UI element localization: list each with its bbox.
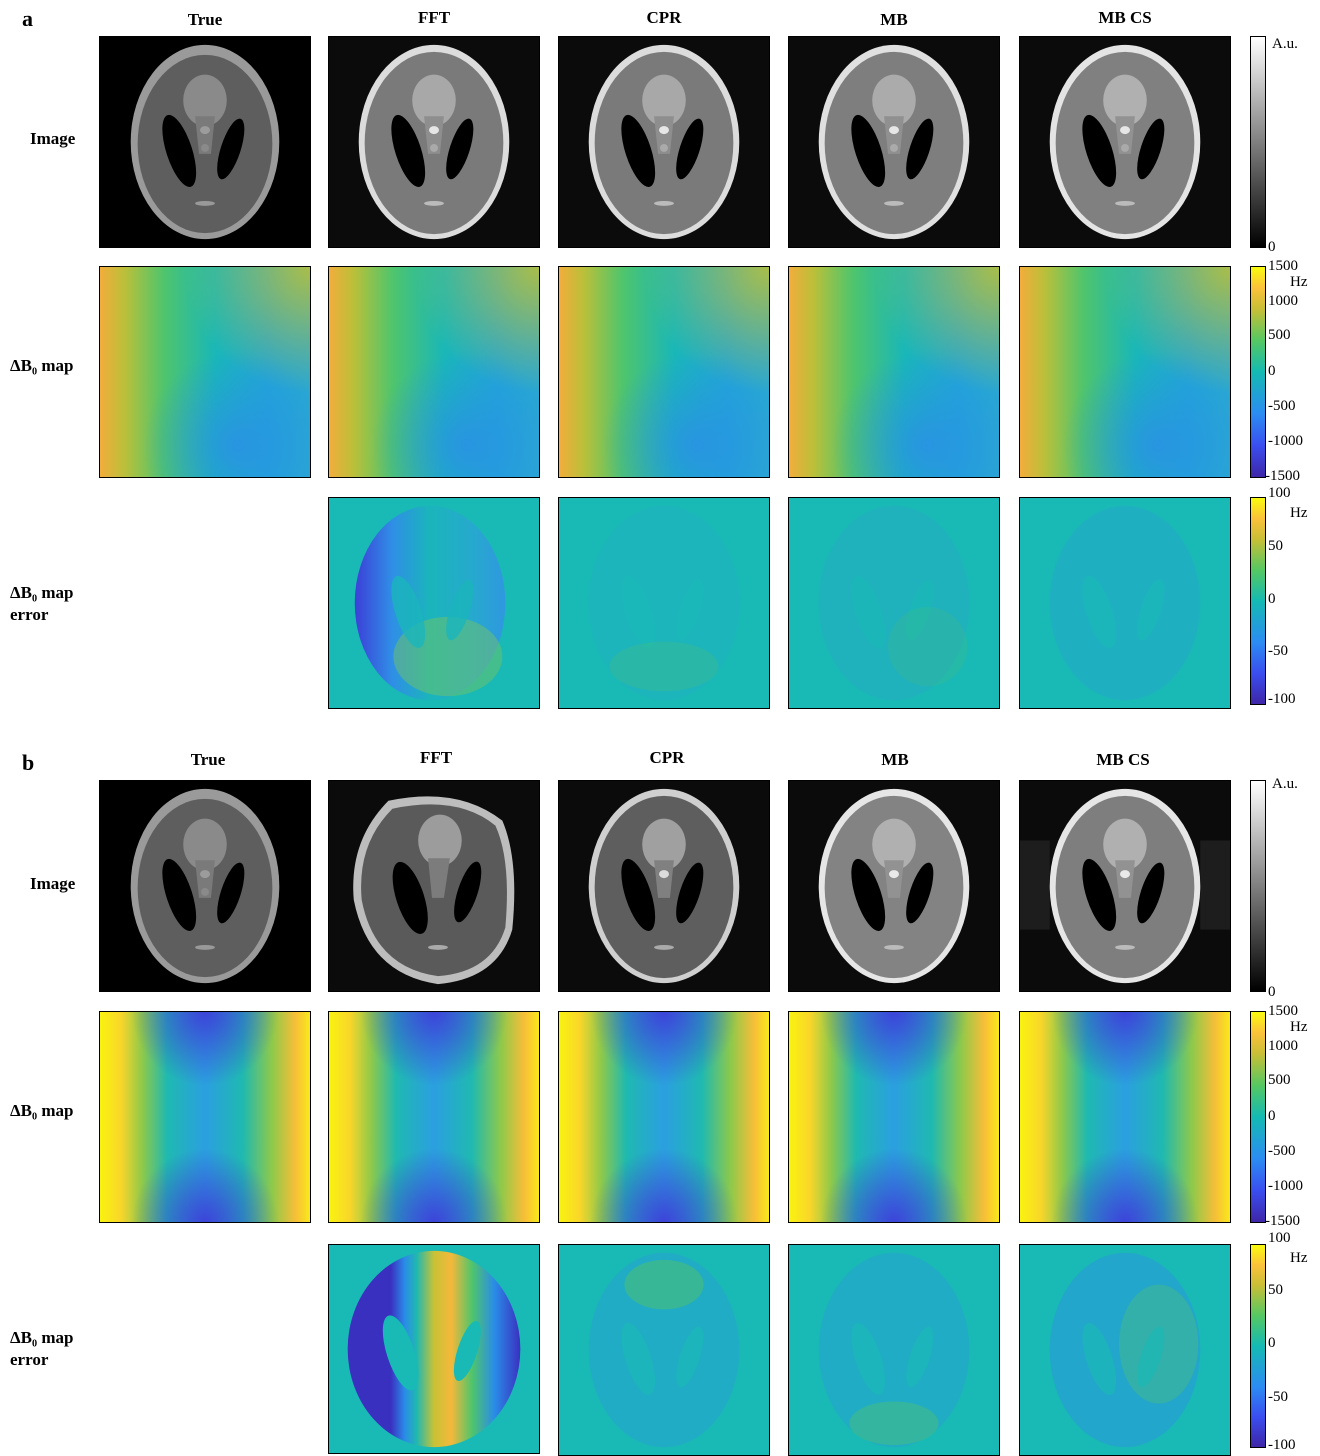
colorbar-error-tick: -50: [1268, 643, 1288, 659]
row-label-field-map: ΔB₀ map: [10, 356, 74, 375]
colorbar-intensity-tick: 0: [1268, 984, 1276, 1000]
colorbar-field-tick: -500: [1268, 1143, 1296, 1159]
image-cpr: [558, 36, 770, 248]
column-title-true: True: [190, 750, 226, 769]
colorbar-error: [1250, 497, 1266, 705]
colorbar-error-unit: Hz: [1290, 505, 1308, 521]
colorbar-intensity-unit: A.u.: [1272, 36, 1298, 52]
error-map-mbcs: [1019, 497, 1231, 709]
panel-letter-b: b: [22, 750, 35, 775]
error-map-mb: [788, 1244, 1000, 1456]
panel-letter-a: a: [22, 6, 33, 31]
column-title-cpr: CPR: [649, 748, 685, 767]
field-map-mb: [788, 266, 1000, 478]
field-map-fft: [328, 266, 540, 478]
colorbar-error-tick: 100: [1268, 485, 1291, 501]
colorbar-field: [1250, 1011, 1266, 1223]
column-title-cpr: CPR: [646, 8, 682, 27]
image-mbcs: [1019, 780, 1231, 992]
column-title-true: True: [187, 10, 223, 29]
image-true: [99, 36, 311, 248]
colorbar-field-unit: Hz: [1290, 274, 1308, 290]
error-map-mb: [788, 497, 1000, 709]
colorbar-intensity-tick: 0: [1268, 239, 1276, 255]
column-title-mbcs: MB CS: [1096, 750, 1150, 769]
colorbar-intensity: [1250, 36, 1266, 248]
column-title-mbcs: MB CS: [1098, 8, 1152, 27]
colorbar-field-tick: 0: [1268, 1108, 1276, 1124]
column-title-mb: MB: [880, 10, 908, 29]
error-map-fft: [328, 1244, 540, 1454]
colorbar-field-tick: 0: [1268, 363, 1276, 379]
colorbar-error-tick: -50: [1268, 1389, 1288, 1405]
colorbar-field-tick: 1000: [1268, 1038, 1298, 1054]
colorbar-error: [1250, 1244, 1266, 1448]
row-label-image: Image: [30, 874, 76, 893]
image-true: [99, 780, 311, 992]
colorbar-field-tick: -1500: [1265, 1213, 1300, 1229]
colorbar-error-tick: -100: [1268, 691, 1296, 707]
colorbar-error-tick: 0: [1268, 1335, 1276, 1351]
row-label-image: Image: [30, 129, 76, 148]
colorbar-error-tick: 0: [1268, 591, 1276, 607]
row-label-field-map: ΔB₀ map: [10, 1101, 74, 1120]
error-map-cpr: [558, 497, 770, 709]
row-label-field-error: ΔB₀ map error: [10, 1328, 74, 1369]
error-map-mbcs: [1019, 1244, 1231, 1456]
colorbar-field-tick: -1500: [1265, 468, 1300, 484]
colorbar-field-tick: -1000: [1268, 1178, 1303, 1194]
colorbar-error-unit: Hz: [1290, 1250, 1308, 1266]
colorbar-field-tick: 500: [1268, 327, 1291, 343]
image-mb: [788, 780, 1000, 992]
colorbar-field-unit: Hz: [1290, 1019, 1308, 1035]
column-title-fft: FFT: [419, 748, 453, 767]
image-fft: [328, 780, 540, 992]
field-map-mbcs: [1019, 266, 1231, 478]
field-map-cpr: [558, 1011, 770, 1223]
colorbar-field-tick: -500: [1268, 398, 1296, 414]
colorbar-intensity-unit: A.u.: [1272, 776, 1298, 792]
row-label-field-error: ΔB₀ map error: [10, 583, 74, 624]
colorbar-field-tick: 500: [1268, 1072, 1291, 1088]
field-map-true: [99, 266, 311, 478]
colorbar-field-tick: -1000: [1268, 433, 1303, 449]
field-map-cpr: [558, 266, 770, 478]
field-map-mbcs: [1019, 1011, 1231, 1223]
column-title-mb: MB: [881, 750, 909, 769]
error-map-cpr: [558, 1244, 770, 1456]
colorbar-error-tick: 50: [1268, 538, 1283, 554]
field-map-fft: [328, 1011, 540, 1223]
colorbar-error-tick: -100: [1268, 1437, 1296, 1453]
column-title-fft: FFT: [417, 8, 451, 27]
colorbar-field: [1250, 266, 1266, 478]
error-map-fft: [328, 497, 540, 709]
colorbar-field-tick: 1000: [1268, 293, 1298, 309]
colorbar-field-tick: 1500: [1268, 258, 1298, 274]
image-mbcs: [1019, 36, 1231, 248]
image-mb: [788, 36, 1000, 248]
image-fft: [328, 36, 540, 248]
colorbar-field-tick: 1500: [1268, 1003, 1298, 1019]
field-map-true: [99, 1011, 311, 1223]
colorbar-intensity: [1250, 780, 1266, 992]
field-map-mb: [788, 1011, 1000, 1223]
colorbar-error-tick: 50: [1268, 1282, 1283, 1298]
colorbar-error-tick: 100: [1268, 1230, 1291, 1246]
image-cpr: [558, 780, 770, 992]
